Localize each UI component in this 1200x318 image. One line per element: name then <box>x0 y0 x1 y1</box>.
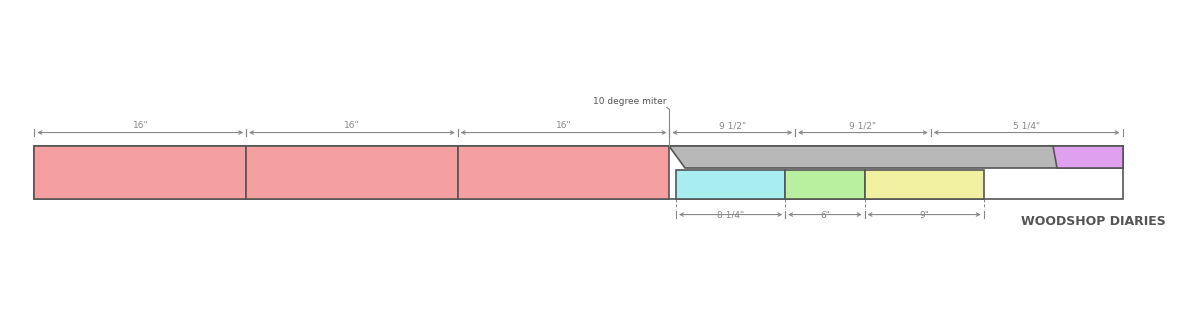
Text: 9 1/2": 9 1/2" <box>850 121 876 130</box>
Text: 16": 16" <box>344 121 360 130</box>
Text: 9": 9" <box>919 211 929 220</box>
Text: 16": 16" <box>556 121 571 130</box>
Bar <box>246 146 457 199</box>
Text: 8 1/4": 8 1/4" <box>718 211 744 220</box>
Polygon shape <box>670 146 1122 168</box>
Bar <box>35 146 1122 199</box>
Bar <box>785 169 864 199</box>
Bar <box>457 146 670 199</box>
Polygon shape <box>1054 146 1122 168</box>
Text: 5 1/4": 5 1/4" <box>1013 121 1040 130</box>
Text: 6": 6" <box>820 211 830 220</box>
Text: 16": 16" <box>132 121 148 130</box>
Text: 10 degree miter: 10 degree miter <box>593 97 667 106</box>
Bar <box>676 169 785 199</box>
Text: 9 1/2": 9 1/2" <box>719 121 746 130</box>
Bar <box>864 169 984 199</box>
Text: WOODSHOP DIARIES: WOODSHOP DIARIES <box>1021 215 1165 228</box>
Bar <box>35 146 246 199</box>
